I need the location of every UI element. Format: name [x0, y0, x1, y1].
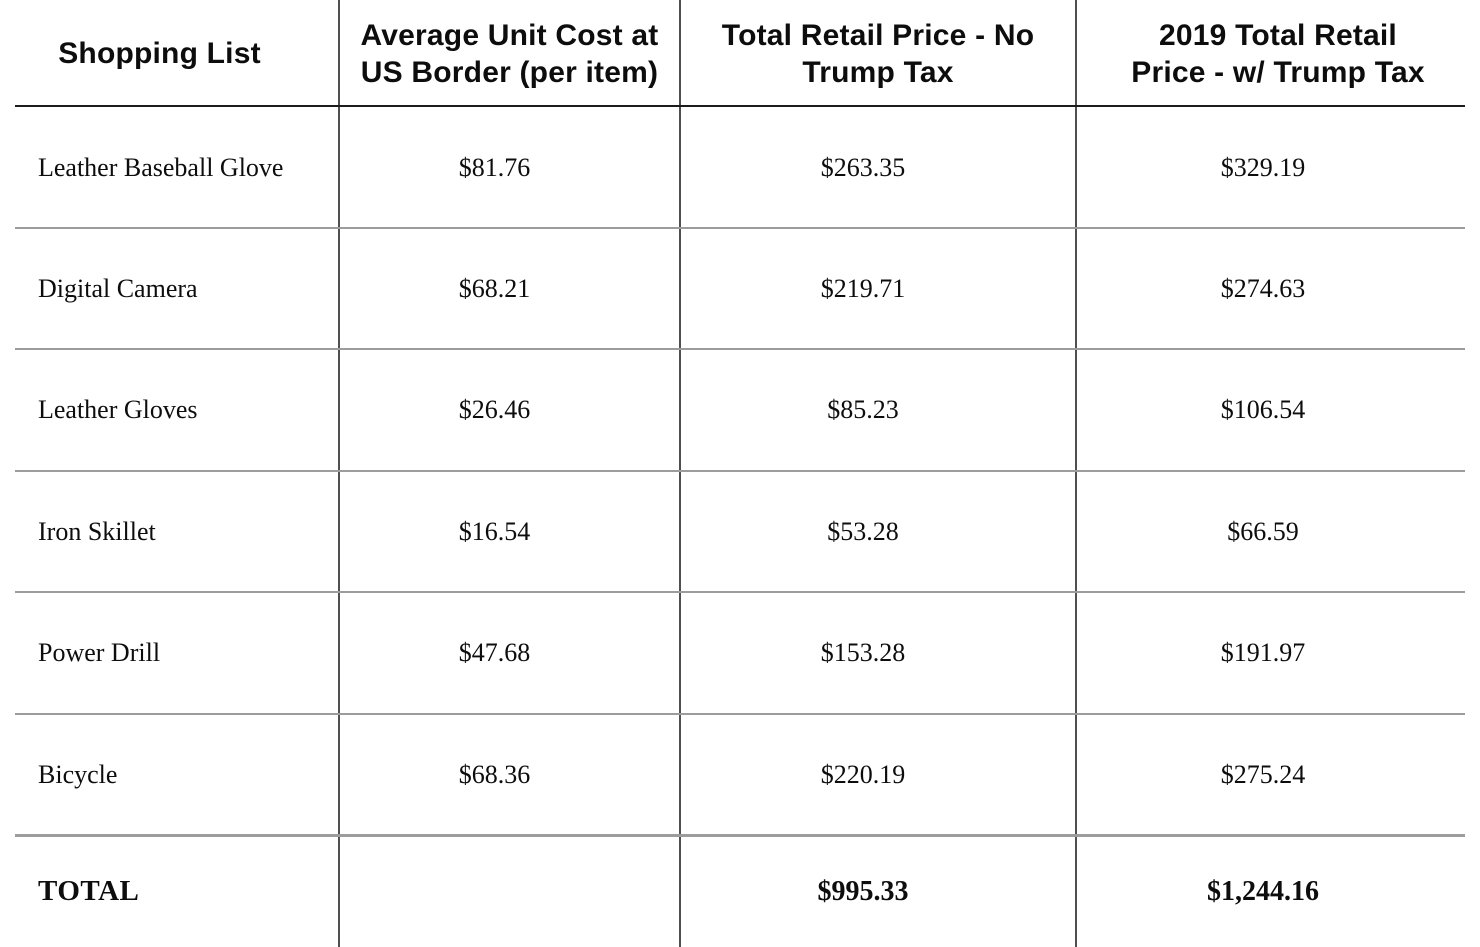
retail-no-tax-value: $220.19: [820, 760, 906, 789]
retail-with-tax-value: $106.54: [1220, 395, 1306, 424]
column-header-label: Total Retail Price - No Trump Tax: [721, 18, 1035, 89]
column-header-label: Average Unit Cost at US Border (per item…: [360, 18, 659, 89]
column-header-label: 2019 Total Retail Price - w/ Trump Tax: [1131, 18, 1425, 89]
total-unit-cost-empty: [339, 836, 680, 947]
retail-with-tax-value: $66.59: [1227, 516, 1299, 546]
total-label: TOTAL: [38, 875, 140, 907]
column-divider: [1075, 0, 1077, 947]
retail-with-tax-value: $191.97: [1220, 638, 1306, 667]
row-divider: [15, 470, 1465, 472]
item-name: Digital Camera: [38, 273, 198, 303]
unit-cost-value: $26.46: [458, 395, 531, 424]
retail-no-tax-value: $85.23: [827, 395, 899, 424]
column-header-label: Shopping List: [58, 37, 261, 70]
retail-no-tax-value: $53.28: [827, 516, 899, 546]
row-divider: [15, 348, 1465, 350]
retail-with-tax-value: $274.63: [1220, 273, 1306, 303]
item-name: Bicycle: [38, 760, 118, 789]
unit-cost-value: $81.76: [458, 152, 531, 182]
unit-cost-value: $68.36: [458, 760, 531, 789]
item-name: Leather Baseball Glove: [38, 152, 284, 182]
column-header-retail-no-tax: Total Retail Price - No Trump Tax: [680, 0, 1076, 107]
unit-cost-value: $68.21: [458, 273, 531, 303]
column-divider: [338, 0, 340, 947]
item-name: Leather Gloves: [38, 395, 198, 424]
unit-cost-value: $16.54: [458, 516, 531, 546]
total-retail-with-tax-value: $1,244.16: [1207, 875, 1319, 907]
retail-with-tax-value: $275.24: [1220, 760, 1306, 789]
column-header-shopping-list: Shopping List: [0, 0, 339, 107]
item-name: Power Drill: [38, 638, 161, 667]
unit-cost-value: $47.68: [458, 638, 531, 667]
retail-no-tax-value: $219.71: [820, 273, 906, 303]
item-name: Iron Skillet: [38, 516, 156, 546]
retail-no-tax-value: $263.35: [820, 152, 906, 182]
header-divider: [15, 105, 1465, 107]
row-divider: [15, 591, 1465, 593]
row-divider: [15, 713, 1465, 715]
row-divider: [15, 227, 1465, 229]
column-header-retail-with-tax: 2019 Total Retail Price - w/ Trump Tax: [1076, 0, 1480, 107]
total-row-divider: [15, 834, 1465, 837]
column-header-unit-cost: Average Unit Cost at US Border (per item…: [339, 0, 680, 107]
total-retail-no-tax-value: $995.33: [817, 875, 909, 907]
column-divider: [679, 0, 681, 947]
retail-no-tax-value: $153.28: [820, 638, 906, 667]
retail-with-tax-value: $329.19: [1220, 152, 1306, 182]
